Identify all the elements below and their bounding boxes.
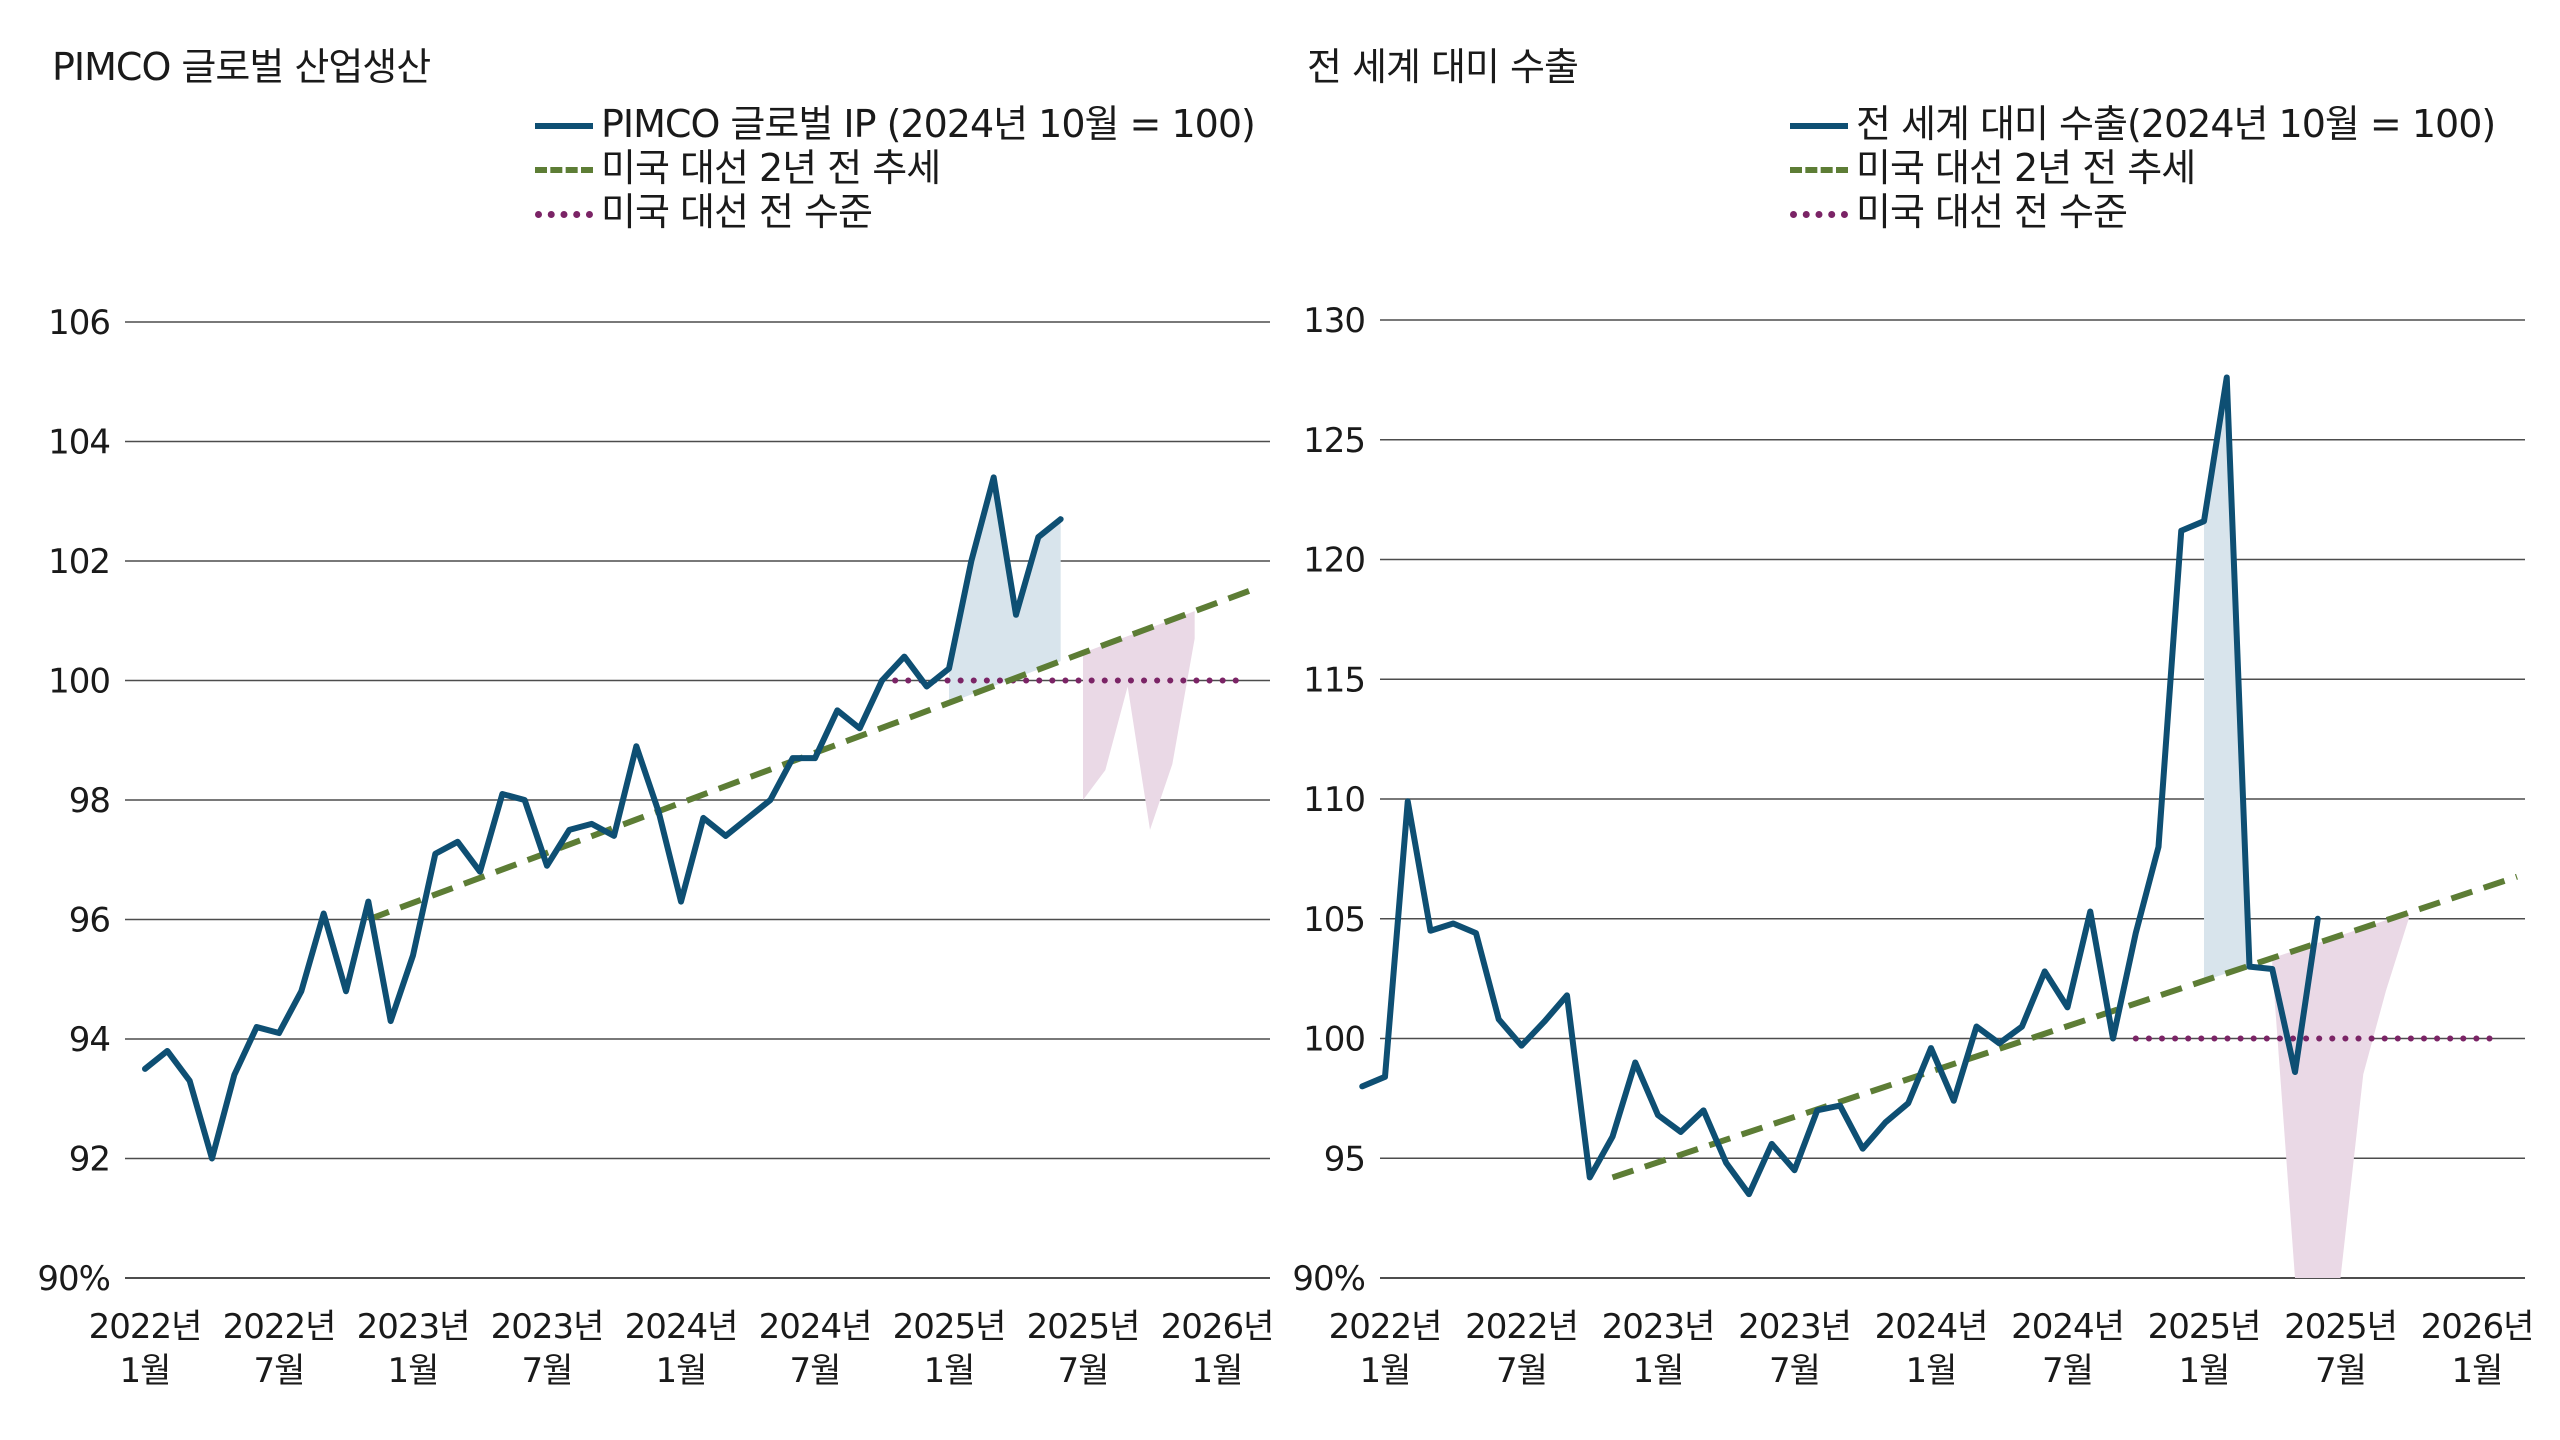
y-tick-label: 105: [1303, 900, 1365, 940]
y-tick-label: 106: [48, 303, 110, 343]
shaded-area-above: [949, 477, 1061, 703]
y-tick-label: 120: [1303, 541, 1365, 581]
y-tick-label: 115: [1303, 660, 1365, 700]
chart-plot-global-ip: 90%929496981001021041062022년1월2022년7월202…: [37, 303, 1274, 1391]
y-tick-label: 102: [48, 542, 110, 582]
x-tick-label: 1월: [120, 1351, 171, 1391]
y-tick-label: 90%: [37, 1259, 110, 1299]
legend-swatch-solid: [1790, 123, 1848, 129]
legend-item-trend: 미국 대선 2년 전 추세: [535, 146, 1255, 190]
x-tick-label: 2025년: [2148, 1307, 2261, 1347]
x-tick-label: 2022년: [1329, 1307, 1442, 1347]
x-tick-label: 2026년: [1161, 1307, 1274, 1347]
x-tick-label: 2023년: [1602, 1307, 1715, 1347]
y-tick-label: 104: [48, 423, 110, 463]
legend-swatch-dashed: [535, 167, 593, 173]
x-tick-label: 1월: [2179, 1351, 2230, 1391]
x-tick-label: 2024년: [759, 1307, 872, 1347]
y-tick-label: 94: [69, 1020, 110, 1060]
x-tick-label: 2022년: [1465, 1307, 1578, 1347]
legend: 전 세계 대미 수출(2024년 10월 = 100) 미국 대선 2년 전 추…: [1790, 102, 2496, 234]
series-line: [142, 474, 1064, 1162]
x-tick-label: 1월: [388, 1351, 439, 1391]
y-tick-label: 100: [1303, 1020, 1365, 1060]
y-tick-label: 125: [1303, 421, 1365, 461]
legend-swatch-dashed: [1790, 167, 1848, 173]
x-tick-label: 2022년: [223, 1307, 336, 1347]
x-tick-label: 1월: [1906, 1351, 1957, 1391]
legend-item-level: 미국 대선 전 수준: [1790, 190, 2495, 234]
x-tick-label: 7월: [2315, 1351, 2366, 1391]
x-tick-label: 2023년: [357, 1307, 470, 1347]
x-tick-label: 7월: [1769, 1351, 1820, 1391]
y-tick-label: 130: [1303, 301, 1365, 341]
legend-label: 전 세계 대미 수출(2024년 10월 = 100): [1856, 102, 2496, 146]
x-tick-label: 1월: [1192, 1351, 1243, 1391]
x-tick-label: 1월: [656, 1351, 707, 1391]
x-tick-label: 1월: [2452, 1351, 2503, 1391]
legend-label: 미국 대선 전 수준: [601, 190, 873, 234]
chart-panel-global-ip: PIMCO 글로벌 산업생산 PIMCO 글로벌 IP (2024년 10월 =…: [37, 45, 1274, 1391]
legend-item-series: PIMCO 글로벌 IP (2024년 10월 = 100): [535, 102, 1256, 146]
x-tick-label: 7월: [1496, 1351, 1547, 1391]
y-tick-label: 95: [1324, 1139, 1365, 1179]
x-tick-label: 1월: [924, 1351, 975, 1391]
x-tick-label: 2022년: [89, 1307, 202, 1347]
legend-swatch-solid: [535, 123, 593, 129]
x-tick-label: 1월: [1360, 1351, 1411, 1391]
x-tick-label: 7월: [1058, 1351, 1109, 1391]
x-tick-label: 2024년: [1875, 1307, 1988, 1347]
legend-swatch-dotted: [1790, 211, 1848, 218]
legend-label: 미국 대선 전 수준: [1856, 190, 2128, 234]
x-tick-label: 7월: [522, 1351, 573, 1391]
x-tick-label: 7월: [254, 1351, 305, 1391]
x-tick-label: 2023년: [491, 1307, 604, 1347]
y-tick-label: 100: [48, 662, 110, 702]
y-tick-label: 110: [1303, 780, 1365, 820]
legend: PIMCO 글로벌 IP (2024년 10월 = 100) 미국 대선 2년 …: [535, 102, 1256, 234]
shaded-area-below: [1083, 611, 1195, 830]
shaded-area-below: [2272, 912, 2409, 1278]
series-line: [1359, 374, 2321, 1198]
legend-label: 미국 대선 2년 전 추세: [1856, 146, 2196, 190]
chart-title: 전 세계 대미 수출: [1307, 45, 1579, 89]
legend-item-trend: 미국 대선 2년 전 추세: [1790, 146, 2495, 190]
x-tick-label: 7월: [790, 1351, 841, 1391]
trend-line: [1611, 873, 2518, 1181]
x-tick-label: 2026년: [2421, 1307, 2534, 1347]
x-tick-label: 2023년: [1738, 1307, 1851, 1347]
x-tick-label: 2025년: [893, 1307, 1006, 1347]
legend-item-level: 미국 대선 전 수준: [535, 190, 1255, 234]
chart-title: PIMCO 글로벌 산업생산: [52, 45, 431, 89]
chart-panel-us-imports: 전 세계 대미 수출 전 세계 대미 수출(2024년 10월 = 100) 미…: [1255, 0, 2560, 1440]
x-tick-label: 2025년: [1027, 1307, 1140, 1347]
x-tick-label: 1월: [1633, 1351, 1684, 1391]
y-tick-label: 96: [69, 901, 110, 941]
y-tick-label: 92: [69, 1140, 110, 1180]
x-tick-label: 2024년: [2011, 1307, 2124, 1347]
legend-label: PIMCO 글로벌 IP (2024년 10월 = 100): [601, 102, 1256, 146]
legend-label: 미국 대선 2년 전 추세: [601, 146, 941, 190]
y-tick-label: 90%: [1292, 1259, 1365, 1299]
legend-item-series: 전 세계 대미 수출(2024년 10월 = 100): [1790, 102, 2496, 146]
x-tick-label: 2024년: [625, 1307, 738, 1347]
legend-swatch-dotted: [535, 211, 593, 218]
y-tick-label: 98: [69, 781, 110, 821]
chart-plot-us-imports: 90%951001051101151201251302022년1월2022년7월…: [1292, 301, 2534, 1391]
trend-line: [367, 585, 1259, 923]
x-tick-label: 7월: [2042, 1351, 2093, 1391]
x-tick-label: 2025년: [2284, 1307, 2397, 1347]
